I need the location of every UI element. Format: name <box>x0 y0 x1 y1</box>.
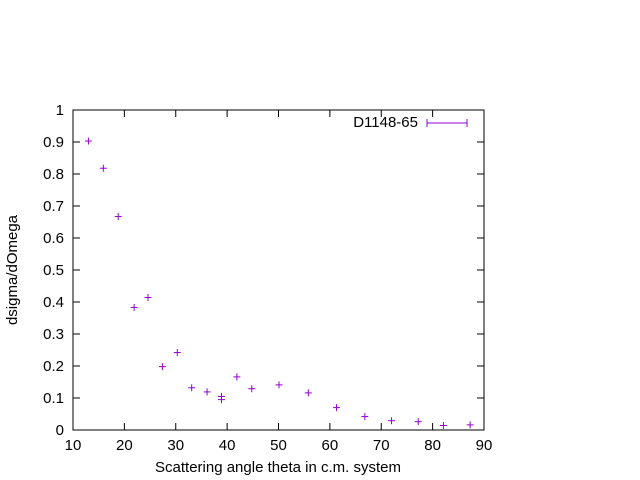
x-tick-label: 20 <box>116 437 133 454</box>
data-point <box>466 421 474 429</box>
y-tick-label: 0.4 <box>43 294 64 311</box>
data-point <box>333 404 341 412</box>
data-point <box>304 389 312 397</box>
legend-label: D1148-65 <box>353 114 418 131</box>
data-point <box>114 213 122 221</box>
y-axis: 0 0.1 0.2 0.3 0.4 0.5 0.6 0.7 0.8 0.9 1 <box>43 102 484 439</box>
y-tick-label: 0.9 <box>43 134 64 151</box>
y-tick-label: 0.6 <box>43 230 64 247</box>
data-point <box>130 303 138 311</box>
data-point <box>388 417 396 425</box>
y-tick-label: 0.5 <box>43 262 64 279</box>
data-point <box>275 381 283 389</box>
data-point <box>203 388 211 396</box>
data-points <box>84 137 474 430</box>
data-point <box>173 349 181 357</box>
data-point <box>217 396 225 404</box>
y-axis-title: dsigma/dOmega <box>4 214 21 325</box>
data-point <box>158 363 166 371</box>
y-tick-label: 0.7 <box>43 198 64 215</box>
y-tick-label: 0.2 <box>43 358 64 375</box>
plot-frame <box>72 109 485 431</box>
data-point <box>99 164 107 172</box>
y-tick-label: 0.3 <box>43 326 64 343</box>
data-point <box>188 384 196 392</box>
x-tick-label: 30 <box>167 437 184 454</box>
y-tick-label: 0.1 <box>43 390 64 407</box>
x-tick-label: 10 <box>65 437 82 454</box>
x-tick-label: 40 <box>219 437 236 454</box>
y-tick-label: 0.8 <box>43 166 64 183</box>
x-tick-label: 50 <box>270 437 287 454</box>
y-tick-label: 1 <box>56 102 64 119</box>
data-point <box>233 373 241 381</box>
data-point <box>439 422 447 430</box>
data-point <box>361 413 369 421</box>
x-tick-label: 60 <box>322 437 339 454</box>
data-point <box>414 418 422 426</box>
x-tick-label: 70 <box>373 437 390 454</box>
x-axis: 10 20 30 40 50 60 70 80 90 <box>65 110 493 454</box>
x-axis-title: Scattering angle theta in c.m. system <box>155 459 401 476</box>
y-tick-label: 0 <box>56 422 64 439</box>
data-point <box>248 385 256 393</box>
x-tick-label: 90 <box>476 437 493 454</box>
x-tick-label: 80 <box>424 437 441 454</box>
data-point <box>144 294 152 302</box>
data-point <box>84 137 92 145</box>
legend: D1148-65 <box>353 114 468 131</box>
